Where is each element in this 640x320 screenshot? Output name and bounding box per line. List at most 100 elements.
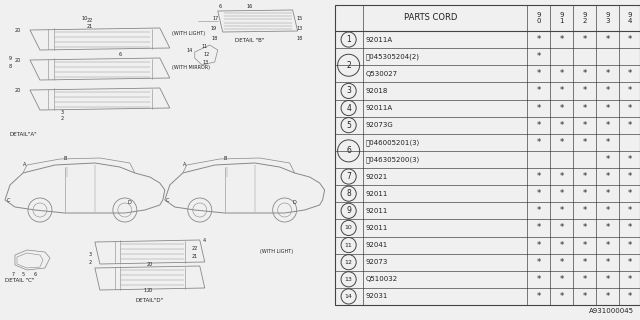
Text: 3: 3 xyxy=(88,252,92,258)
Text: *: * xyxy=(536,35,541,44)
Text: *: * xyxy=(536,104,541,113)
Text: A: A xyxy=(23,163,27,167)
Text: *: * xyxy=(536,241,541,250)
Text: C: C xyxy=(6,197,10,203)
Text: D: D xyxy=(292,199,296,204)
Text: *: * xyxy=(559,189,564,198)
Text: *: * xyxy=(559,104,564,113)
Text: Ⓢ046305200⟨3⟩: Ⓢ046305200⟨3⟩ xyxy=(365,156,420,163)
Text: *: * xyxy=(536,223,541,232)
Text: 3: 3 xyxy=(346,86,351,95)
Text: *: * xyxy=(559,241,564,250)
Text: A: A xyxy=(183,163,186,167)
Text: *: * xyxy=(559,35,564,44)
Text: 4: 4 xyxy=(203,237,206,243)
Text: *: * xyxy=(627,35,632,44)
Text: *: * xyxy=(627,258,632,267)
Text: 20: 20 xyxy=(147,287,153,292)
Text: 2: 2 xyxy=(346,61,351,70)
Text: *: * xyxy=(627,86,632,95)
Text: (WITH LIGHT): (WITH LIGHT) xyxy=(260,250,293,254)
Text: *: * xyxy=(536,189,541,198)
Text: *: * xyxy=(582,206,586,215)
Text: 5: 5 xyxy=(21,272,24,277)
Text: *: * xyxy=(582,35,586,44)
Text: DETAIL"D": DETAIL"D" xyxy=(136,298,164,303)
Text: *: * xyxy=(605,172,609,181)
Text: 18: 18 xyxy=(212,36,218,41)
Text: *: * xyxy=(627,189,632,198)
Text: 21: 21 xyxy=(87,25,93,29)
Text: *: * xyxy=(582,275,586,284)
Text: 17: 17 xyxy=(212,15,219,20)
Text: *: * xyxy=(605,69,609,78)
Text: B: B xyxy=(223,156,227,161)
Text: 20: 20 xyxy=(15,87,21,92)
Text: 6: 6 xyxy=(33,272,36,277)
Text: *: * xyxy=(536,292,541,301)
Text: *: * xyxy=(559,86,564,95)
Text: 1: 1 xyxy=(346,35,351,44)
Text: *: * xyxy=(582,189,586,198)
Text: 92018: 92018 xyxy=(365,88,388,94)
Text: *: * xyxy=(605,258,609,267)
Text: *: * xyxy=(559,206,564,215)
Text: DETAIL "B": DETAIL "B" xyxy=(235,38,264,43)
Text: *: * xyxy=(605,241,609,250)
Text: 92021: 92021 xyxy=(365,173,388,180)
Text: Ⓢ045305204(2): Ⓢ045305204(2) xyxy=(365,53,420,60)
Text: A931000045: A931000045 xyxy=(589,308,634,314)
Text: 16: 16 xyxy=(246,4,253,10)
Text: 20: 20 xyxy=(147,261,153,267)
Text: *: * xyxy=(627,172,632,181)
Text: *: * xyxy=(627,241,632,250)
Text: *: * xyxy=(582,292,586,301)
Text: 10: 10 xyxy=(82,15,88,20)
Text: 4: 4 xyxy=(346,104,351,113)
Text: 8: 8 xyxy=(8,65,12,69)
Text: 13: 13 xyxy=(345,277,353,282)
Text: *: * xyxy=(605,138,609,147)
Text: 12: 12 xyxy=(345,260,353,265)
Text: (WITH LIGHT): (WITH LIGHT) xyxy=(172,30,205,36)
Text: *: * xyxy=(582,138,586,147)
Text: *: * xyxy=(627,275,632,284)
Text: 9
4: 9 4 xyxy=(627,12,632,24)
Text: *: * xyxy=(559,121,564,130)
Text: *: * xyxy=(605,121,609,130)
Text: *: * xyxy=(559,275,564,284)
Text: 8: 8 xyxy=(346,189,351,198)
Text: *: * xyxy=(605,223,609,232)
Text: *: * xyxy=(559,223,564,232)
Text: 7: 7 xyxy=(12,272,15,277)
Text: 6: 6 xyxy=(346,146,351,156)
Text: 11: 11 xyxy=(202,44,208,50)
Text: 15: 15 xyxy=(296,15,303,20)
Text: 12: 12 xyxy=(204,52,210,58)
Text: *: * xyxy=(605,206,609,215)
Text: D: D xyxy=(128,199,132,204)
Text: *: * xyxy=(627,121,632,130)
Text: 92073G: 92073G xyxy=(365,122,394,128)
Text: *: * xyxy=(536,121,541,130)
Text: *: * xyxy=(559,172,564,181)
Text: 5: 5 xyxy=(346,121,351,130)
Text: B: B xyxy=(63,156,67,161)
Text: *: * xyxy=(605,189,609,198)
Text: 18: 18 xyxy=(296,36,303,41)
Text: *: * xyxy=(627,155,632,164)
Text: 92041: 92041 xyxy=(365,242,388,248)
Text: *: * xyxy=(536,172,541,181)
Text: *: * xyxy=(605,275,609,284)
Text: 20: 20 xyxy=(15,28,21,33)
Text: Q530027: Q530027 xyxy=(365,71,398,77)
Text: 19: 19 xyxy=(211,26,217,30)
Text: 10: 10 xyxy=(345,225,353,230)
Text: 9
3: 9 3 xyxy=(605,12,610,24)
Text: 13: 13 xyxy=(203,60,209,65)
Text: *: * xyxy=(605,86,609,95)
Text: *: * xyxy=(605,155,609,164)
Text: *: * xyxy=(605,35,609,44)
Text: PARTS CORD: PARTS CORD xyxy=(404,13,458,22)
Text: 6: 6 xyxy=(118,52,122,57)
